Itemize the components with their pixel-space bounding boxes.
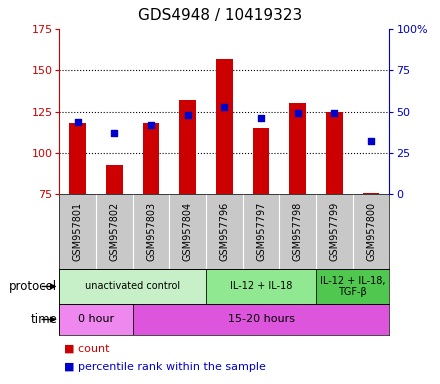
Point xyxy=(257,115,264,121)
Point xyxy=(367,138,374,144)
Text: GSM957802: GSM957802 xyxy=(110,202,119,262)
Bar xyxy=(70,123,86,194)
Text: GSM957803: GSM957803 xyxy=(146,202,156,261)
Bar xyxy=(180,100,196,194)
Point xyxy=(184,112,191,118)
Text: GSM957798: GSM957798 xyxy=(293,202,303,262)
Text: ■ percentile rank within the sample: ■ percentile rank within the sample xyxy=(64,362,266,372)
Point xyxy=(147,122,154,128)
Text: GSM957799: GSM957799 xyxy=(330,202,339,262)
Text: 15-20 hours: 15-20 hours xyxy=(227,314,294,324)
Text: ■ count: ■ count xyxy=(64,343,109,354)
Text: GSM957796: GSM957796 xyxy=(220,202,229,262)
Text: GSM957800: GSM957800 xyxy=(366,202,376,261)
Text: GDS4948 / 10419323: GDS4948 / 10419323 xyxy=(138,8,302,23)
Text: unactivated control: unactivated control xyxy=(85,281,180,291)
Bar xyxy=(143,123,159,194)
Bar xyxy=(59,269,206,304)
Bar xyxy=(206,269,316,304)
Text: GSM957797: GSM957797 xyxy=(256,202,266,262)
Point xyxy=(331,110,338,116)
Text: GSM957801: GSM957801 xyxy=(73,202,83,261)
Text: time: time xyxy=(30,313,57,326)
Bar xyxy=(363,193,379,194)
Point xyxy=(221,104,228,110)
Bar xyxy=(326,112,343,194)
Text: 0 hour: 0 hour xyxy=(78,314,114,324)
Bar xyxy=(290,103,306,194)
Text: IL-12 + IL-18: IL-12 + IL-18 xyxy=(230,281,292,291)
Bar xyxy=(253,128,269,194)
Bar xyxy=(133,304,389,335)
Bar xyxy=(316,269,389,304)
Point xyxy=(111,130,118,136)
Text: GSM957804: GSM957804 xyxy=(183,202,193,261)
Point xyxy=(294,110,301,116)
Bar xyxy=(59,304,133,335)
Text: protocol: protocol xyxy=(9,280,57,293)
Point xyxy=(74,119,81,125)
Text: IL-12 + IL-18,
TGF-β: IL-12 + IL-18, TGF-β xyxy=(320,276,385,297)
Bar xyxy=(106,165,123,194)
Bar xyxy=(216,59,233,194)
